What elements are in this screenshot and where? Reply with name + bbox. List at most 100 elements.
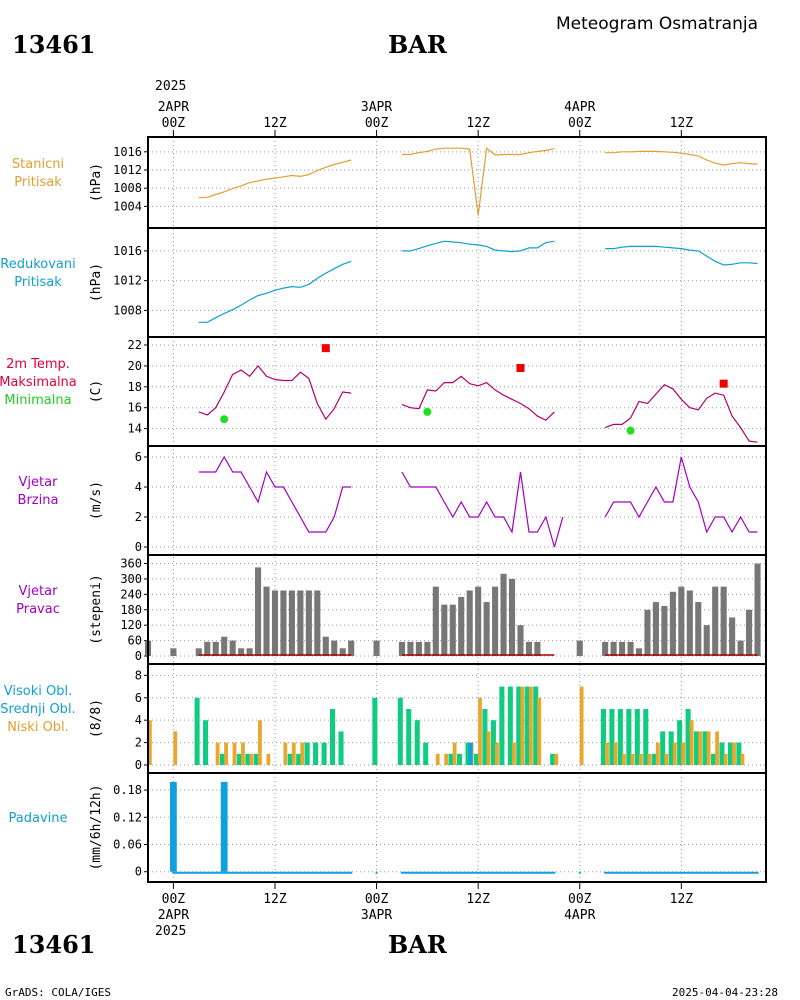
bar	[483, 602, 490, 656]
bar	[678, 586, 685, 656]
bar	[517, 625, 524, 656]
bar	[406, 708, 412, 765]
bar	[448, 753, 454, 765]
bar	[173, 731, 178, 765]
bar	[424, 641, 431, 656]
unit-label: (mm/6h/12h)	[89, 784, 104, 870]
bar	[423, 742, 429, 765]
bar	[495, 742, 499, 765]
bar	[605, 742, 609, 765]
y-tick-label: 120	[120, 618, 142, 632]
bar	[229, 640, 236, 656]
bar	[638, 753, 643, 765]
bar	[609, 708, 615, 765]
y-tick-label: 6	[135, 691, 142, 705]
bar	[746, 609, 753, 656]
x-tick-label-bottom: 12Z	[263, 892, 287, 907]
bar	[644, 609, 651, 656]
bar	[610, 641, 617, 656]
bar	[732, 742, 736, 765]
bar	[215, 742, 220, 765]
y-tick-label: 0.18	[113, 783, 142, 797]
bar	[622, 753, 626, 765]
bar	[689, 720, 694, 765]
y-tick-label: 60	[128, 634, 142, 648]
bar	[723, 753, 728, 765]
panel-label: Pravac	[16, 601, 60, 617]
meteogram-title: Meteogram Osmatranja	[556, 14, 759, 34]
y-tick-label: 1016	[113, 244, 142, 258]
bar	[449, 604, 456, 656]
bar	[221, 636, 228, 656]
bar	[677, 720, 683, 765]
date-label-bottom: 3APR	[361, 908, 392, 923]
bar	[706, 731, 711, 765]
bar	[432, 586, 439, 656]
panel-label: Brzina	[17, 492, 59, 508]
unit-label: (hPa)	[89, 163, 104, 202]
bar	[500, 573, 507, 656]
bar	[313, 742, 319, 765]
series-line	[402, 147, 555, 216]
bar	[258, 720, 262, 765]
bar	[634, 708, 640, 765]
bar	[170, 648, 177, 656]
bar	[457, 753, 463, 765]
bar	[525, 641, 533, 656]
bar	[490, 720, 496, 765]
unit-label: (stepeni)	[89, 574, 104, 644]
y-tick-label: 1012	[113, 163, 142, 177]
bar	[698, 731, 703, 765]
bar	[737, 640, 744, 656]
bar	[668, 731, 674, 765]
x-tick-label-bottom: 00Z	[568, 892, 592, 907]
date-label-top: 4APR	[564, 100, 595, 115]
panel-label: Maksimalna	[0, 374, 77, 390]
bar	[300, 742, 305, 765]
bar	[686, 590, 693, 656]
bar	[280, 590, 287, 656]
bar	[719, 742, 725, 765]
bar	[685, 708, 691, 765]
bar	[516, 686, 522, 765]
panel-frame	[147, 227, 767, 338]
bar	[520, 686, 525, 765]
y-tick-label: 2	[135, 510, 142, 524]
bar	[617, 708, 623, 765]
bar	[630, 753, 635, 765]
footer-credit: GrADS: COLA/IGES	[5, 986, 111, 999]
bar	[537, 697, 542, 765]
bar	[499, 686, 505, 765]
panel-label: Padavine	[8, 810, 68, 826]
panel-label: Stanicni	[11, 156, 65, 172]
bar	[195, 648, 202, 656]
bar	[224, 742, 228, 765]
tmax-marker	[516, 363, 525, 372]
y-tick-label: 22	[128, 338, 142, 352]
bar	[655, 742, 660, 765]
bar	[710, 753, 717, 765]
series-line	[402, 240, 555, 253]
bar	[492, 586, 499, 656]
bar	[212, 641, 219, 656]
station-name-bottom: BAR	[388, 930, 447, 959]
bar	[478, 697, 482, 765]
y-tick-label: 240	[120, 587, 142, 601]
bar	[703, 625, 710, 656]
bar	[266, 753, 271, 765]
bar	[727, 742, 733, 765]
panel-label: Vjetar	[18, 583, 58, 599]
bar	[321, 742, 327, 765]
y-tick-label: 1004	[113, 199, 142, 213]
bar	[291, 742, 296, 765]
bar	[486, 731, 491, 765]
bar	[660, 731, 666, 765]
bar	[296, 753, 302, 765]
series-line	[605, 245, 758, 266]
bar	[554, 753, 559, 765]
x-tick-label-top: 12Z	[466, 116, 490, 131]
x-tick-label-bottom: 00Z	[162, 892, 186, 907]
unit-label: (C)	[89, 380, 104, 403]
y-tick-label: 300	[120, 572, 142, 586]
